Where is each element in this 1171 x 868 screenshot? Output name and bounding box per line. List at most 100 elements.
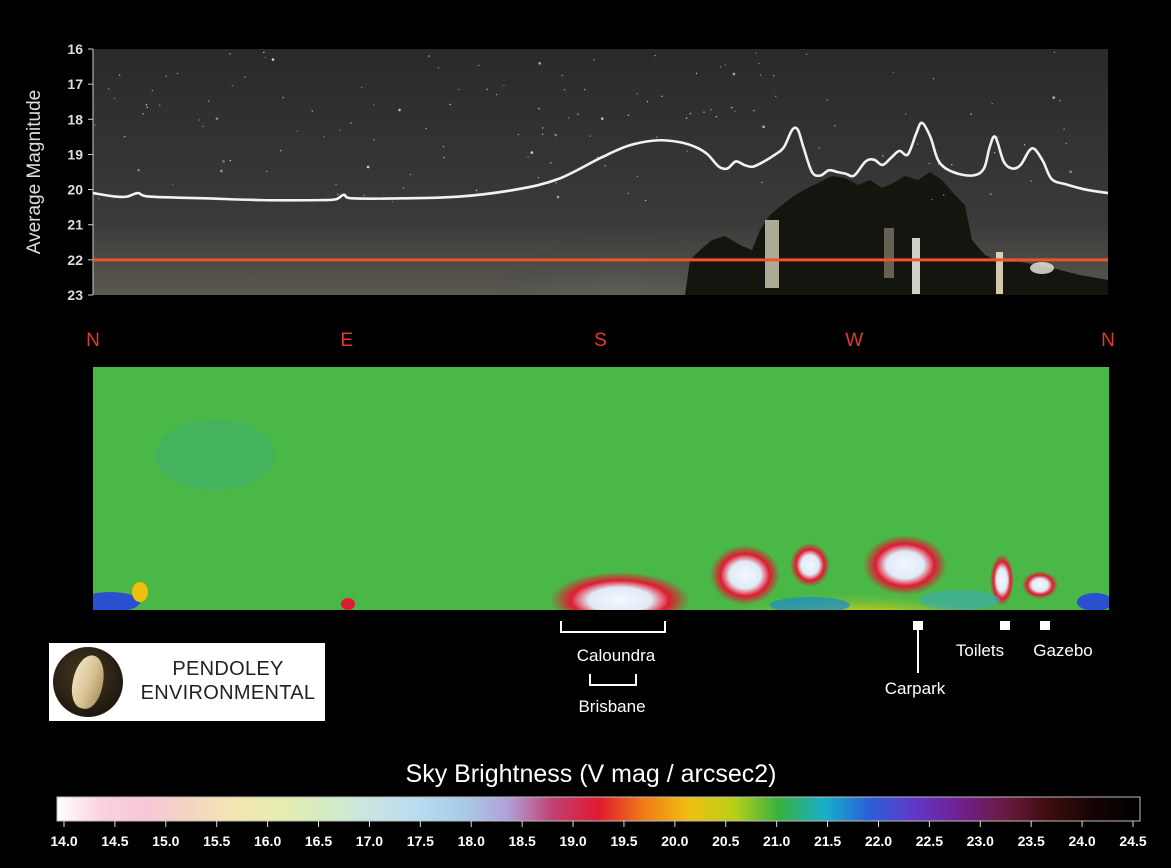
star xyxy=(373,139,375,141)
star xyxy=(339,129,341,131)
pendoley-logo: PENDOLEY ENVIRONMENTAL xyxy=(49,643,325,721)
logo-line1: PENDOLEY xyxy=(172,658,284,680)
colorbar-tick-label: 23.0 xyxy=(967,833,994,849)
star xyxy=(244,76,246,78)
direction-label: E xyxy=(340,330,353,351)
label-carpark: Carpark xyxy=(885,679,946,698)
star xyxy=(556,195,560,199)
star xyxy=(363,194,366,197)
star xyxy=(409,173,412,176)
star xyxy=(280,149,282,152)
star xyxy=(137,168,140,172)
star xyxy=(398,108,401,112)
star xyxy=(1065,142,1067,145)
star xyxy=(373,104,375,106)
star xyxy=(990,193,992,195)
star xyxy=(772,74,775,77)
star xyxy=(222,159,225,163)
star xyxy=(970,113,972,115)
star xyxy=(323,136,325,138)
carpark-marker xyxy=(913,621,923,630)
colorbar-tick-label: 19.5 xyxy=(610,833,637,849)
star xyxy=(550,162,552,164)
colorbar-tick-label: 15.5 xyxy=(203,833,230,849)
star xyxy=(437,67,440,69)
star xyxy=(266,170,268,173)
star xyxy=(561,74,564,77)
star xyxy=(335,183,337,186)
colorbar-tick-label: 19.0 xyxy=(559,833,586,849)
star xyxy=(928,162,931,165)
star xyxy=(198,119,200,121)
star xyxy=(554,133,558,137)
colorbar-tick-label: 21.5 xyxy=(814,833,841,849)
star xyxy=(1052,96,1056,99)
star xyxy=(644,199,647,202)
star xyxy=(731,106,733,109)
star xyxy=(263,51,265,54)
star xyxy=(425,127,427,130)
colorbar-tick-label: 20.0 xyxy=(661,833,688,849)
y-tick-label: 16 xyxy=(67,41,83,57)
colorbar-tick-label: 18.5 xyxy=(509,833,536,849)
y-tick-label: 18 xyxy=(67,111,83,127)
star xyxy=(734,110,736,113)
star xyxy=(993,152,996,154)
star xyxy=(495,93,498,96)
star xyxy=(428,55,430,57)
star xyxy=(458,88,460,91)
star xyxy=(337,193,339,196)
colorbar-tick-label: 21.0 xyxy=(763,833,790,849)
star xyxy=(563,88,566,91)
star xyxy=(391,201,394,203)
star xyxy=(991,102,993,105)
star xyxy=(449,103,451,106)
star xyxy=(568,117,570,119)
star xyxy=(361,86,363,89)
direction-label: N xyxy=(86,330,100,351)
star xyxy=(208,100,210,102)
star xyxy=(527,156,529,158)
star xyxy=(758,62,760,65)
y-tick-label: 22 xyxy=(67,252,83,268)
direction-label: S xyxy=(594,330,607,351)
star xyxy=(703,111,705,113)
star xyxy=(541,133,544,136)
star xyxy=(695,72,698,75)
star xyxy=(775,95,777,98)
star xyxy=(916,143,919,145)
star xyxy=(636,175,639,178)
location-annotations: Caloundra Brisbane Carpark Toilets Gazeb… xyxy=(560,621,1093,716)
star xyxy=(517,133,520,136)
star xyxy=(1063,128,1065,130)
average-magnitude-curve xyxy=(92,121,1109,202)
star xyxy=(593,59,595,61)
star xyxy=(555,182,557,184)
colorbar-tick-label: 14.0 xyxy=(50,833,77,849)
star xyxy=(530,151,534,154)
y-tick-label: 20 xyxy=(67,182,83,198)
star xyxy=(172,183,174,185)
star xyxy=(220,169,223,173)
colorbar-tick-label: 16.0 xyxy=(254,833,281,849)
y-axis-label: Average Magnitude xyxy=(24,90,45,254)
star xyxy=(311,110,314,112)
star xyxy=(604,165,606,167)
star xyxy=(654,54,656,57)
shell-icon xyxy=(53,647,123,717)
star xyxy=(997,136,999,138)
colorbar-title: Sky Brightness (V mag / arcsec2) xyxy=(406,760,777,788)
star xyxy=(826,99,828,101)
star xyxy=(627,192,630,195)
star xyxy=(636,93,638,95)
star xyxy=(442,145,445,148)
star xyxy=(685,117,688,119)
star xyxy=(159,104,161,107)
star xyxy=(264,56,267,59)
colorbar-ticks: 14.0 14.5 15.0 15.5 16.0 16.5 17.0 17.5 18.0 18.5… xyxy=(50,821,1147,849)
star xyxy=(478,64,480,67)
star xyxy=(646,100,649,103)
star xyxy=(537,177,539,179)
star xyxy=(296,130,298,132)
